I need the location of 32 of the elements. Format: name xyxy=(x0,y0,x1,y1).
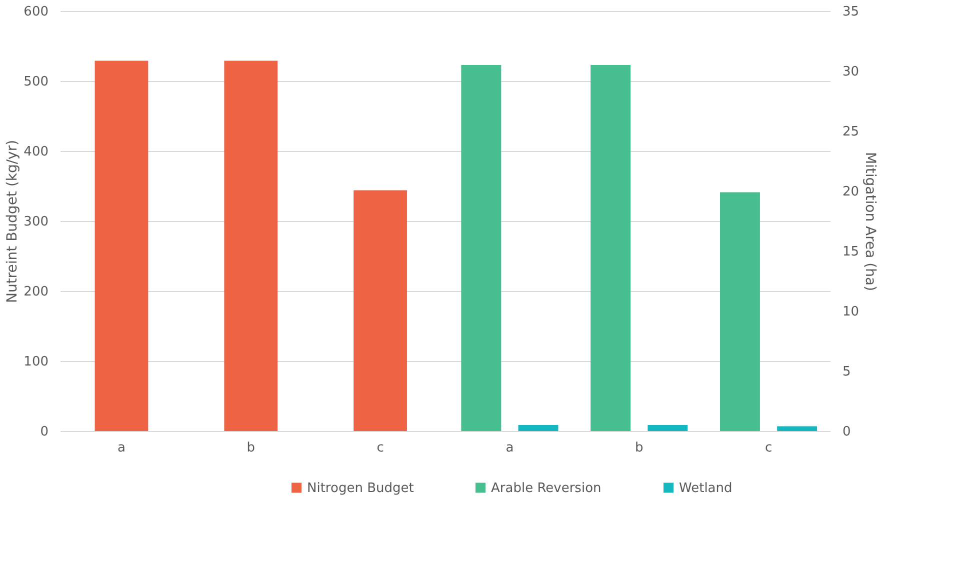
y2-tick-label: 0 xyxy=(842,424,851,440)
y2-tick-label: 30 xyxy=(842,64,860,80)
y-tick-label: 0 xyxy=(40,424,48,440)
bar xyxy=(518,425,558,431)
y2-axis-title: Mitigation Area (ha) xyxy=(862,152,878,292)
y-tick-label: 200 xyxy=(24,284,48,300)
y-tick-label: 400 xyxy=(24,144,48,160)
x-tick-label: b xyxy=(634,440,644,456)
bar xyxy=(648,425,688,431)
x-tick-label: a xyxy=(117,440,126,456)
x-tick-label: c xyxy=(376,440,384,456)
legend-label: Arable Reversion xyxy=(491,480,602,496)
bar xyxy=(461,65,502,431)
y2-tick-label: 25 xyxy=(842,124,860,140)
legend-label: Nitrogen Budget xyxy=(307,480,414,496)
x-tick-label: c xyxy=(764,440,772,456)
y2-tick-label: 10 xyxy=(842,304,860,320)
y-tick-label: 500 xyxy=(24,74,48,90)
y-axis-title: Nutreint Budget (kg/yr) xyxy=(4,140,21,304)
y2-tick-label: 35 xyxy=(842,4,860,20)
x-tick-label: a xyxy=(506,440,514,456)
legend-label: Wetland xyxy=(679,480,732,496)
bar xyxy=(720,192,760,431)
y2-tick-label: 20 xyxy=(842,184,860,200)
bar xyxy=(777,426,818,431)
y2-tick-label: 5 xyxy=(842,364,851,380)
x-tick-label: b xyxy=(246,440,256,456)
y-tick-label: 100 xyxy=(24,354,48,370)
y2-tick-label: 15 xyxy=(842,244,860,260)
y-tick-label: 300 xyxy=(24,214,48,230)
y-tick-label: 600 xyxy=(24,4,48,20)
bar xyxy=(590,65,631,431)
